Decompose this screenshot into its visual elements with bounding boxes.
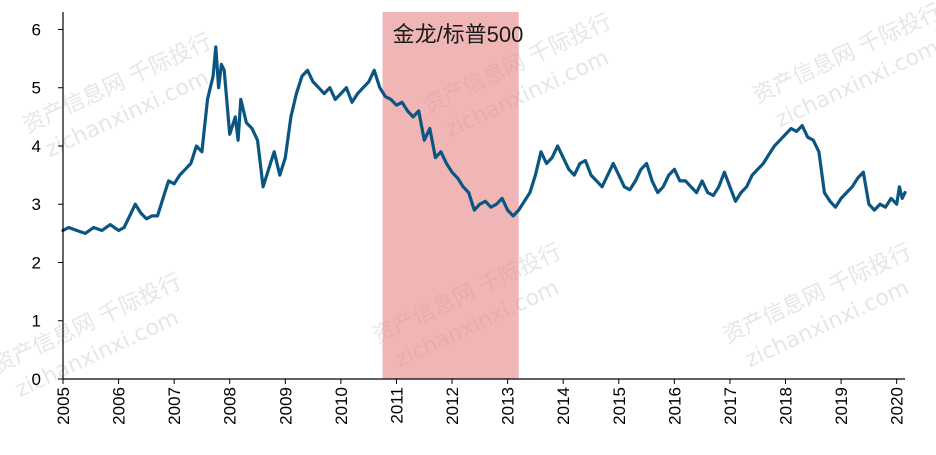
x-tick-label: 2006 <box>110 387 129 425</box>
annotation-layer: 金龙/标普500 <box>393 22 524 47</box>
y-tick-label: 3 <box>32 195 41 214</box>
y-tick-label: 1 <box>32 312 41 331</box>
x-tick-label: 2019 <box>832 387 851 425</box>
y-tick-label: 0 <box>32 370 41 389</box>
highlight-band <box>382 12 519 379</box>
x-tick-label: 2017 <box>721 387 740 425</box>
x-tick-label: 2012 <box>443 387 462 425</box>
y-tick-label: 5 <box>32 79 41 98</box>
x-tick-label: 2020 <box>888 387 907 425</box>
series-line-0 <box>61 45 907 235</box>
x-tick-label: 2009 <box>276 387 295 425</box>
x-tick-label: 2014 <box>554 387 573 425</box>
x-tick-label: 2018 <box>777 387 796 425</box>
x-tick-label: 2016 <box>665 387 684 425</box>
x-tick-label: 2010 <box>332 387 351 425</box>
y-tick-label: 4 <box>32 137 41 156</box>
y-tick-label: 6 <box>32 20 41 39</box>
x-tick-label: 2007 <box>165 387 184 425</box>
shaded-region-label: 金龙/标普500 <box>393 22 524 47</box>
x-tick-label: 2005 <box>54 387 73 425</box>
x-tick-label: 2011 <box>387 387 406 424</box>
x-tick-label: 2013 <box>499 387 518 425</box>
y-tick-label: 2 <box>32 253 41 272</box>
x-tick-label: 2008 <box>221 387 240 425</box>
shaded-region-layer <box>382 12 519 379</box>
series-layer <box>61 45 907 235</box>
x-tick-label: 2015 <box>610 387 629 425</box>
axis-layer: 0 1 2 3 4 5 6 2005 2006 2007 2008 2009 2010 2011 2012 2… <box>32 12 907 425</box>
